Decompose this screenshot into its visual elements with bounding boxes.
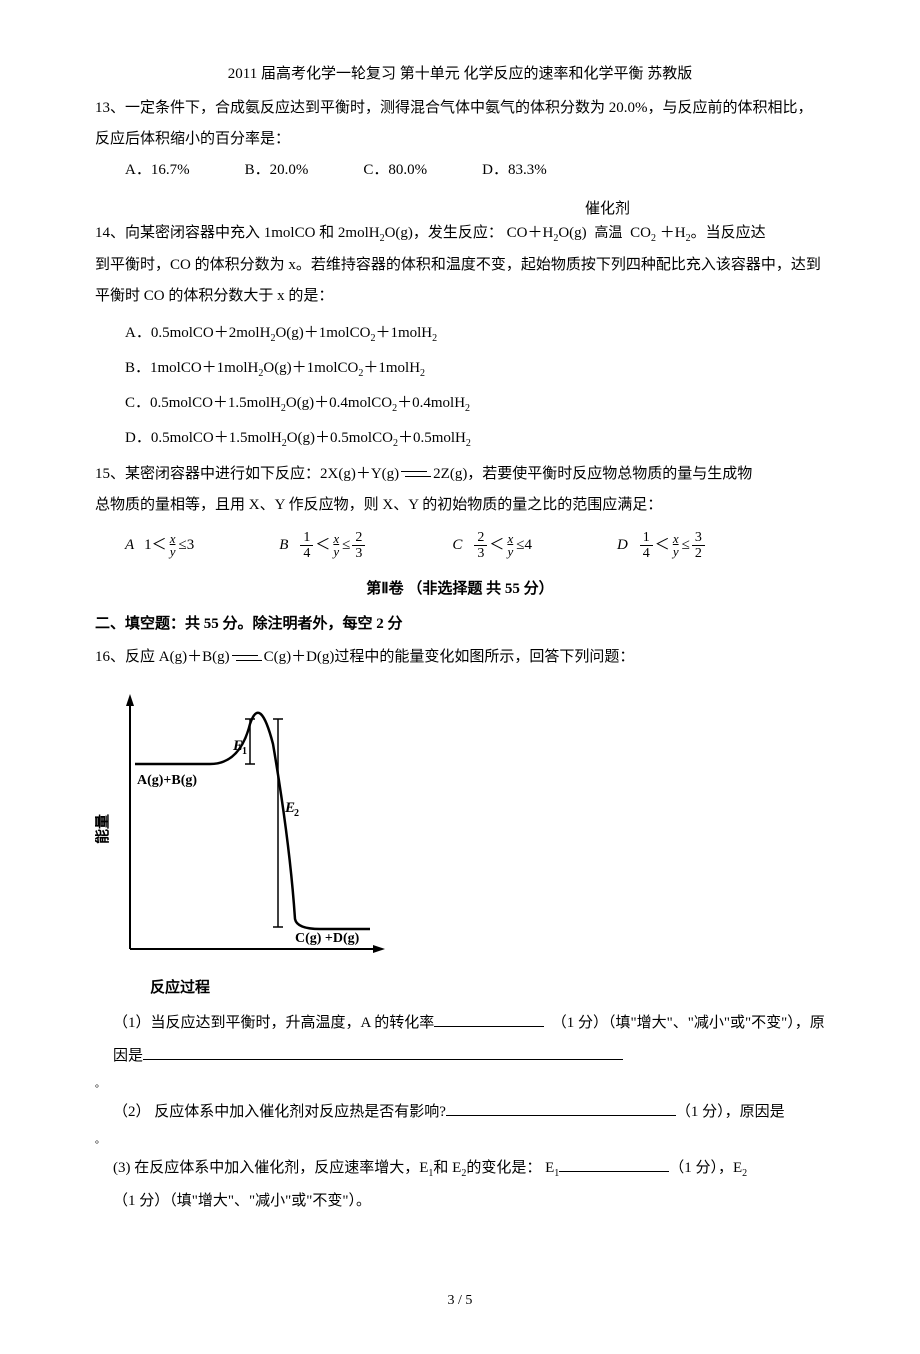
q14-opt-a: A．0.5molCO＋2molH2O(g)＋1molCO2＋1molH2 xyxy=(95,319,825,348)
q15-line1: 15、某密闭容器中进行如下反应：2X(g)＋Y(g)2Z(g)，若要使平衡时反应… xyxy=(95,459,825,491)
q15-opt-c: C 23＜xy≤4 xyxy=(452,530,532,562)
question-15: 15、某密闭容器中进行如下反应：2X(g)＋Y(g)2Z(g)，若要使平衡时反应… xyxy=(95,459,825,562)
page-number: 3 / 5 xyxy=(95,1288,825,1315)
q14-opt-d: D．0.5molCO＋1.5molH2O(g)＋0.5molCO2＋0.5mol… xyxy=(95,424,825,453)
diagram-x-label: 反应过程 xyxy=(150,974,825,1003)
q16-sub2: （2） 反应体系中加入催化剂对反应热是否有影响?（1 分），原因是 xyxy=(95,1096,825,1129)
period-mark: 。 xyxy=(95,1131,825,1150)
section-2-header: 第Ⅱ卷 （非选择题 共 55 分） xyxy=(95,575,825,604)
svg-text:1: 1 xyxy=(242,746,247,757)
question-14: 14、向某密闭容器中充入 1molCO 和 2molH2O(g)，发生反应： C… xyxy=(95,218,825,453)
q15-opt-a: A 1＜xy≤3 xyxy=(125,531,194,560)
q15-line2: 总物质的量相等，且用 X、Y 作反应物，则 X、Y 的初始物质的量之比的范围应满… xyxy=(95,490,825,522)
q16-sub3: (3) 在反应体系中加入催化剂，反应速率增大，E1和 E2的变化是： E1（1 … xyxy=(95,1152,825,1218)
q14-opt-b: B．1molCO＋1molH2O(g)＋1molCO2＋1molH2 xyxy=(95,354,825,383)
energy-diagram: E 1 E 2 A(g)+B(g) C(g) +D(g) 能 量 反应过程 xyxy=(95,684,825,1003)
q14-line2: 到平衡时，CO 的体积分数为 x。若维持容器的体积和温度不变，起始物质按下列四种… xyxy=(95,250,825,313)
period-mark: 。 xyxy=(95,1075,825,1094)
q15-opt-b: B 14＜xy≤23 xyxy=(279,530,367,562)
blank-input xyxy=(434,1011,544,1027)
page-header: 2011 届高考化学一轮复习 第十单元 化学反应的速率和化学平衡 苏教版 xyxy=(95,60,825,89)
blank-input xyxy=(143,1044,623,1060)
svg-text:A(g)+B(g): A(g)+B(g) xyxy=(137,773,197,788)
blank-input xyxy=(559,1156,669,1172)
q15-opt-d: D 14＜xy≤32 xyxy=(617,530,707,562)
svg-text:C(g) +D(g): C(g) +D(g) xyxy=(295,931,360,946)
q13-opt-d: D．83.3% xyxy=(482,156,547,185)
q13-opt-a: A．16.7% xyxy=(125,156,190,185)
equilibrium-arrow-icon xyxy=(401,468,431,480)
svg-text:量: 量 xyxy=(95,814,111,829)
q16-line1: 16、反应 A(g)＋B(g)C(g)＋D(g)过程中的能量变化如图所示，回答下… xyxy=(95,642,825,674)
q15-options: A 1＜xy≤3 B 14＜xy≤23 C 23＜xy≤4 D 14＜xy≤32 xyxy=(95,530,825,562)
q13-opt-b: B．20.0% xyxy=(245,156,309,185)
svg-text:能: 能 xyxy=(95,829,111,844)
q13-text: 13、一定条件下，合成氨反应达到平衡时，测得混合气体中氨气的体积分数为 20.0… xyxy=(95,93,825,156)
q13-opt-c: C．80.0% xyxy=(363,156,427,185)
q14-opt-c: C．0.5molCO＋1.5molH2O(g)＋0.4molCO2＋0.4mol… xyxy=(95,389,825,418)
equilibrium-arrow-icon xyxy=(232,652,262,664)
q14-line1: 14、向某密闭容器中充入 1molCO 和 2molH2O(g)，发生反应： C… xyxy=(95,218,825,250)
q13-options: A．16.7% B．20.0% C．80.0% D．83.3% xyxy=(95,156,825,185)
catalyst-label: 催化剂 xyxy=(95,200,825,218)
svg-text:2: 2 xyxy=(294,808,299,819)
question-16: 16、反应 A(g)＋B(g)C(g)＋D(g)过程中的能量变化如图所示，回答下… xyxy=(95,642,825,1218)
blank-input xyxy=(446,1100,676,1116)
q16-sub1: （1）当反应达到平衡时，升高温度，A 的转化率 （1 分）（填"增大"、"减小"… xyxy=(95,1007,825,1073)
question-13: 13、一定条件下，合成氨反应达到平衡时，测得混合气体中氨气的体积分数为 20.0… xyxy=(95,93,825,185)
section-2-subheader: 二、填空题：共 55 分。除注明者外，每空 2 分 xyxy=(95,610,825,639)
